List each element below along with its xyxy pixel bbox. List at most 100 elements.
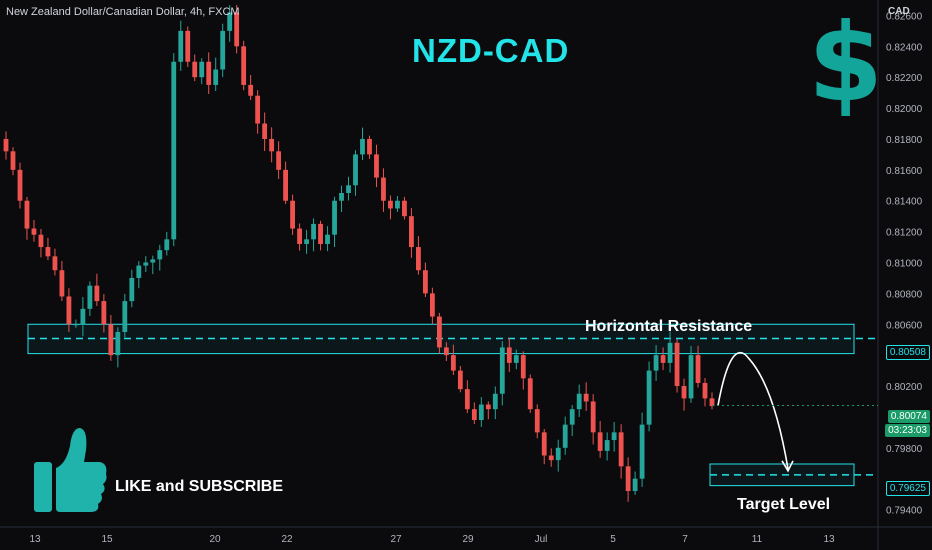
pair-heading: NZD-CAD — [412, 32, 570, 69]
candle-body — [555, 447, 561, 461]
y-tick-label: 0.81200 — [886, 228, 923, 239]
x-tick-label: 15 — [101, 534, 113, 545]
candle-body — [423, 270, 428, 294]
candle-body — [38, 234, 44, 248]
projection-arrowhead — [781, 460, 794, 473]
candle-body — [485, 404, 491, 410]
candle-body — [534, 409, 540, 433]
candle-body — [213, 69, 219, 85]
candle-body — [59, 270, 65, 297]
candle-body — [471, 409, 477, 420]
x-tick-label: 22 — [281, 534, 293, 545]
candle-body — [290, 200, 295, 229]
candle-body — [115, 331, 121, 356]
candle-body — [604, 440, 610, 451]
candle-body — [443, 347, 449, 356]
candle-body — [388, 200, 393, 209]
candle-body — [276, 151, 282, 170]
candle-body — [73, 324, 79, 326]
candle-body — [450, 355, 456, 371]
candle-body — [318, 223, 323, 244]
candle-body — [709, 398, 715, 407]
candle-body — [464, 389, 470, 410]
candle-body — [150, 259, 156, 263]
countdown-tag: 03:23:03 — [885, 424, 930, 437]
candle-body — [332, 200, 337, 235]
candle-body — [262, 123, 268, 139]
candle-body — [241, 46, 247, 85]
candle-body — [227, 12, 233, 31]
y-tick-label: 0.79400 — [886, 506, 923, 517]
candle-body — [283, 169, 289, 201]
y-tick-label: 0.82400 — [886, 42, 923, 53]
candle-body — [513, 355, 519, 363]
resistance-price-tag: 0.80508 — [885, 345, 930, 360]
candle-body — [576, 393, 582, 410]
candle-body — [597, 432, 603, 451]
candle-body — [674, 342, 680, 387]
currency-label: CAD — [888, 6, 910, 17]
last-price-tag: 0.80074 — [887, 410, 930, 423]
candle-body — [374, 154, 379, 178]
candle-body — [255, 95, 261, 124]
candle-body — [478, 404, 484, 420]
candle-body — [171, 61, 177, 240]
candle-body — [248, 84, 254, 96]
candle-body — [569, 409, 575, 425]
x-tick-label: 11 — [752, 534, 763, 545]
y-tick-label: 0.82200 — [886, 73, 923, 84]
candle-body — [562, 424, 568, 448]
candle-body — [206, 61, 212, 85]
candle-body — [269, 138, 275, 152]
candle-body — [681, 386, 687, 399]
candle-body — [108, 324, 114, 356]
candle-body — [220, 30, 226, 70]
candle-body — [3, 138, 9, 152]
candle-body — [548, 455, 554, 461]
x-tick-label: 13 — [823, 534, 835, 545]
candle-body — [688, 355, 694, 399]
candle-body — [457, 370, 463, 390]
candle-body — [17, 169, 23, 201]
candle-body — [416, 247, 421, 271]
candle-body — [311, 223, 316, 240]
candle-body — [234, 12, 240, 47]
candle-body — [31, 228, 37, 235]
y-tick-label: 0.81800 — [886, 135, 923, 146]
y-tick-label: 0.81600 — [886, 166, 923, 177]
resistance-label: Horizontal Resistance — [585, 318, 753, 335]
candle-body — [339, 193, 344, 201]
candle-body — [395, 200, 400, 209]
candle-body — [122, 301, 128, 332]
projection-arrow — [717, 352, 789, 469]
candle-body — [297, 228, 302, 244]
y-tick-label: 0.80600 — [886, 320, 923, 331]
candle-body — [10, 151, 16, 170]
candle-body — [527, 378, 533, 410]
dollar-icon: $ — [808, 1, 884, 126]
y-tick-label: 0.80200 — [886, 382, 923, 393]
candle-body — [129, 277, 135, 302]
target-label: Target Level — [737, 496, 831, 513]
candle-body — [625, 466, 631, 492]
candle-body — [360, 138, 365, 155]
y-tick-label: 0.80800 — [886, 289, 923, 300]
candle-body — [695, 355, 701, 383]
candle-body — [164, 239, 170, 251]
candle-body — [381, 177, 386, 201]
candle-body — [402, 200, 407, 217]
candle-body — [429, 293, 435, 317]
x-tick-label: Jul — [535, 534, 548, 545]
candle-body — [101, 301, 107, 325]
thumbs-up-icon — [34, 428, 107, 512]
y-tick-label: 0.82000 — [886, 104, 923, 115]
candle-body — [506, 347, 512, 363]
candle-body — [632, 478, 638, 492]
y-tick-label: 0.79800 — [886, 444, 923, 455]
candle-body — [346, 185, 351, 194]
candle-body — [192, 61, 198, 78]
candle-body — [143, 262, 149, 266]
symbol-title: New Zealand Dollar/Canadian Dollar, 4h, … — [6, 6, 240, 18]
